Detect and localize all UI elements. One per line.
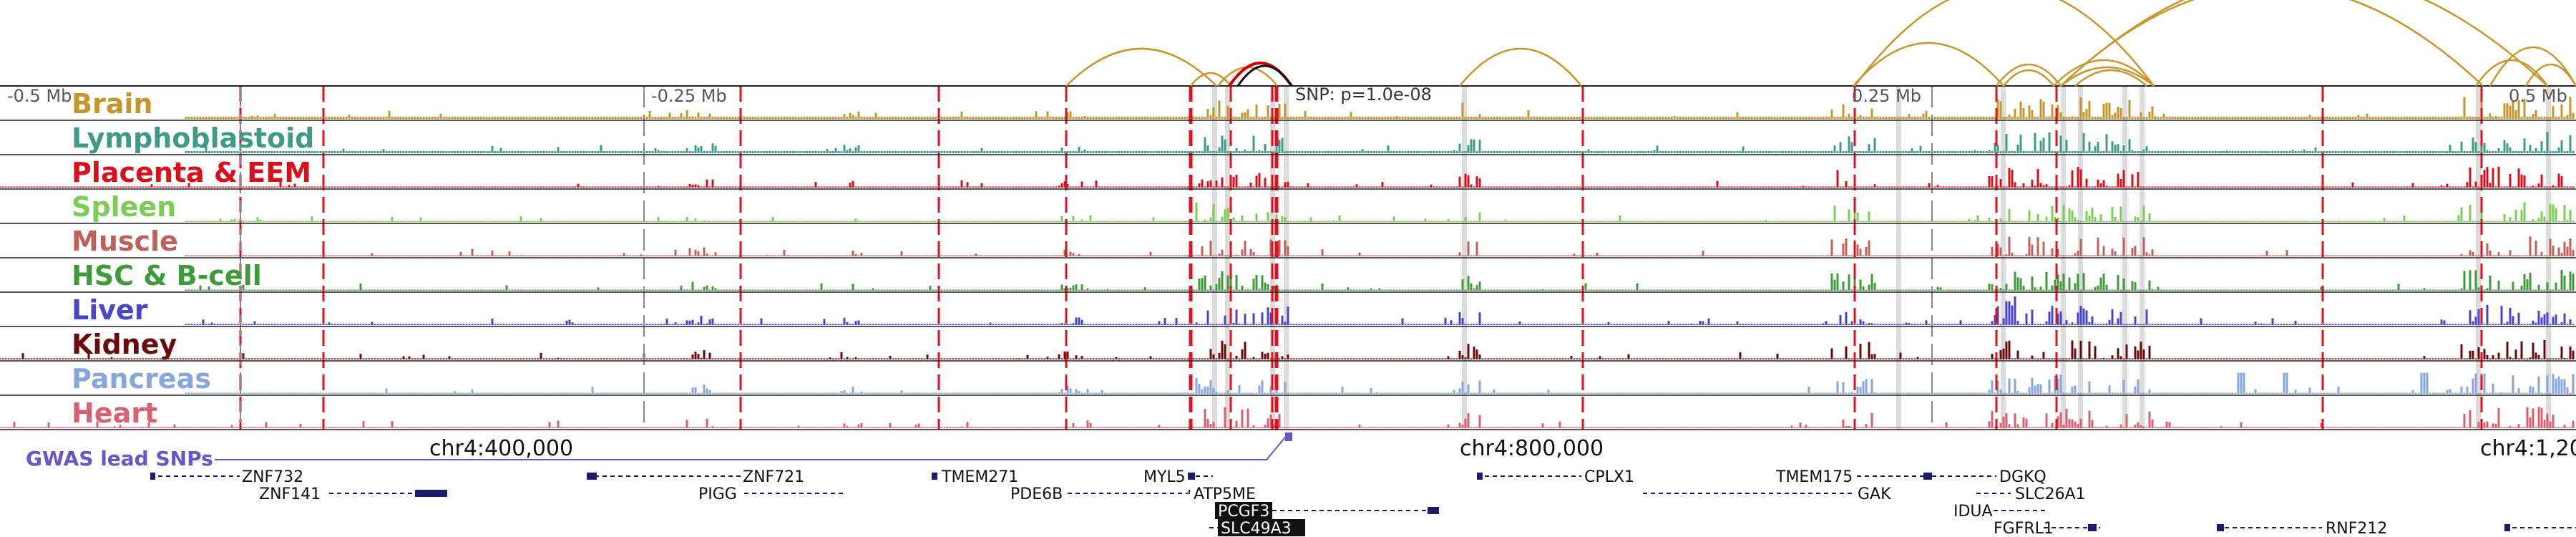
gene-label: CPLX1 xyxy=(1584,468,1634,486)
enhancer-marker-lines xyxy=(239,86,2483,430)
gene-label: TMEM271 xyxy=(941,468,1018,486)
gene-cplx1: CPLX1 xyxy=(1477,468,1634,486)
signal-kidney xyxy=(0,339,2575,359)
interaction-arc xyxy=(2074,69,2147,87)
signal-heart xyxy=(0,407,2575,428)
gene-label: IDUA xyxy=(1953,503,1993,521)
interaction-arc xyxy=(2474,59,2549,87)
gwas-track-label: GWAS lead SNPs xyxy=(26,447,213,470)
gene-partial-right xyxy=(2504,524,2576,531)
interaction-arc xyxy=(2524,63,2576,87)
gene-pde6b: PDE6B xyxy=(1010,485,1188,503)
gene-label: PCGF3 xyxy=(1218,503,1269,521)
mb-ruler: -0.5 Mb -0.25 Mb 0.25 Mb 0.5 Mb xyxy=(7,86,2567,106)
interaction-arc xyxy=(1996,63,2062,87)
gene-label: FGFRL1 xyxy=(1994,520,2054,537)
chromosome-axis: chr4:400,000 chr4:800,000 chr4:1,20 xyxy=(429,436,2576,461)
signal-tracks xyxy=(0,97,2575,428)
track-frames xyxy=(0,85,2576,430)
signal-spleen xyxy=(185,202,2575,222)
gene-znf721: ZNF721 xyxy=(587,468,804,486)
track-label-brain: Brain xyxy=(72,88,152,120)
gene-fgfrl1: FGFRL1 xyxy=(1994,520,2100,537)
interaction-arc xyxy=(1190,72,1231,87)
signal-liver xyxy=(185,296,2575,325)
track-label-hsc-b-cell: HSC & B-cell xyxy=(72,260,262,291)
chrom-tick-label: chr4:1,20 xyxy=(2480,436,2576,461)
signal-brain xyxy=(185,97,2575,119)
interaction-arc xyxy=(2053,59,2155,87)
signal-lymphoblastoid xyxy=(185,131,2575,153)
interaction-arc xyxy=(2060,0,2548,87)
gene-slc49a3: SLC49A3 xyxy=(1209,519,1305,537)
track-label-kidney: Kidney xyxy=(72,329,177,360)
gwas-lead-snp-track: GWAS lead SNPs xyxy=(26,432,1292,470)
signal-hsc-b-cell xyxy=(185,270,2575,291)
gene-label: GAK xyxy=(1858,485,1891,503)
track-label-lymphoblastoid: Lymphoblastoid xyxy=(72,122,314,154)
signal-placenta-eem xyxy=(0,166,2575,188)
gene-label: RNF212 xyxy=(2326,520,2387,537)
interaction-arc xyxy=(2003,69,2054,87)
ruler-label: -0.5 Mb xyxy=(7,86,72,106)
gene-label: ZNF732 xyxy=(242,468,303,486)
interaction-arc xyxy=(2489,46,2576,87)
gene-znf141: ZNF141 xyxy=(259,485,447,503)
signal-pancreas xyxy=(185,372,2575,394)
gene-label: PDE6B xyxy=(1010,485,1063,503)
gene-label: SLC49A3 xyxy=(1221,520,1292,537)
gene-atp5me: ATP5ME xyxy=(1189,485,1256,503)
gene-annotation-track: ZNF732 ZNF141 ZNF721 PIGG TMEM271 PDE6B … xyxy=(150,468,2576,537)
track-labels: Brain Lymphoblastoid Placenta & EEM Sple… xyxy=(72,88,314,429)
gene-label: TMEM175 xyxy=(1775,468,1853,486)
gene-slc26a1: SLC26A1 xyxy=(1976,485,2086,503)
gene-label: ZNF721 xyxy=(743,468,804,486)
interaction-arc xyxy=(1236,64,1293,87)
interaction-arc xyxy=(1853,0,2155,87)
chrom-tick-label: chr4:400,000 xyxy=(429,436,573,461)
interaction-arc xyxy=(1217,66,1278,87)
track-label-heart: Heart xyxy=(72,397,157,429)
gene-label: DGKQ xyxy=(1999,468,2046,486)
track-label-placenta-eem: Placenta & EEM xyxy=(72,157,311,188)
gene-myl5: MYL5 xyxy=(1143,468,1213,486)
gene-znf732: ZNF732 xyxy=(150,468,303,486)
track-label-liver: Liver xyxy=(72,294,148,326)
interaction-arc xyxy=(2060,66,2155,87)
signal-muscle xyxy=(185,236,2575,256)
interaction-arc xyxy=(1459,47,1582,87)
gene-label: ATP5ME xyxy=(1194,485,1256,503)
snp-pvalue-label: SNP: p=1.0e-08 xyxy=(1295,84,1432,105)
gene-label: SLC26A1 xyxy=(2015,485,2086,503)
gene-label: MYL5 xyxy=(1143,468,1186,486)
track-label-pancreas: Pancreas xyxy=(72,363,211,395)
gene-dgkq: DGKQ xyxy=(1932,468,2046,486)
track-label-muscle: Muscle xyxy=(72,226,178,257)
ruler-label: 0.25 Mb xyxy=(1852,86,1921,106)
gwas-connector xyxy=(215,433,1289,460)
interaction-arc xyxy=(1853,42,2004,87)
ruler-label: 0.5 Mb xyxy=(2509,86,2567,106)
gene-tmem271: TMEM271 xyxy=(932,468,1018,486)
gene-tmem175: TMEM175 xyxy=(1775,468,1932,486)
gene-idua: IDUA xyxy=(1953,503,2046,521)
gene-rnf212: RNF212 xyxy=(2217,520,2387,537)
track-label-spleen: Spleen xyxy=(72,191,176,223)
gene-pigg: PIGG xyxy=(698,485,844,503)
gene-label: PIGG xyxy=(698,485,737,503)
ruler-label: -0.25 Mb xyxy=(651,86,727,106)
gene-gak: GAK xyxy=(1643,485,1891,503)
gene-label: ZNF141 xyxy=(259,485,321,503)
interaction-arc xyxy=(1065,47,1217,87)
chrom-tick-label: chr4:800,000 xyxy=(1460,436,1604,461)
gwas-snp-marker xyxy=(1285,432,1292,441)
interaction-arcs xyxy=(1065,0,2576,87)
gene-pcgf3: PCGF3 xyxy=(1215,502,1439,521)
